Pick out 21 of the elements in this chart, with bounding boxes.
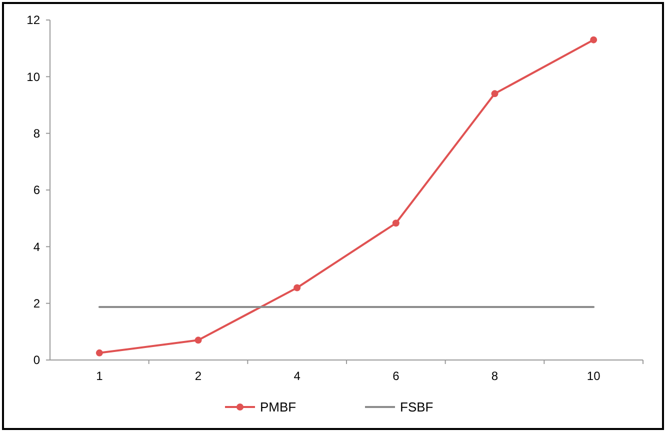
x-tick-label: 1 (96, 369, 104, 383)
y-tick-label: 12 (26, 13, 40, 28)
y-tick-label: 10 (26, 70, 40, 84)
x-tick-label: 4 (294, 369, 301, 383)
point (294, 284, 301, 292)
y-tick-label: 4 (33, 240, 40, 254)
y-tick-label: 0 (33, 353, 40, 368)
point (590, 36, 598, 44)
legend-label: FSBF (400, 400, 434, 415)
legend-label: PMBF (260, 400, 296, 415)
point (491, 90, 498, 98)
point (194, 336, 202, 344)
point (392, 220, 400, 227)
y-tick-label: 8 (33, 126, 40, 141)
point (96, 349, 103, 356)
x-tick-label: 8 (491, 369, 498, 383)
x-tick-label: 6 (392, 369, 400, 383)
y-tick-label: 2 (33, 296, 40, 311)
x-tick-label: 2 (194, 369, 202, 383)
x-tick-label: 10 (586, 369, 601, 383)
y-tick-label: 6 (33, 183, 40, 198)
